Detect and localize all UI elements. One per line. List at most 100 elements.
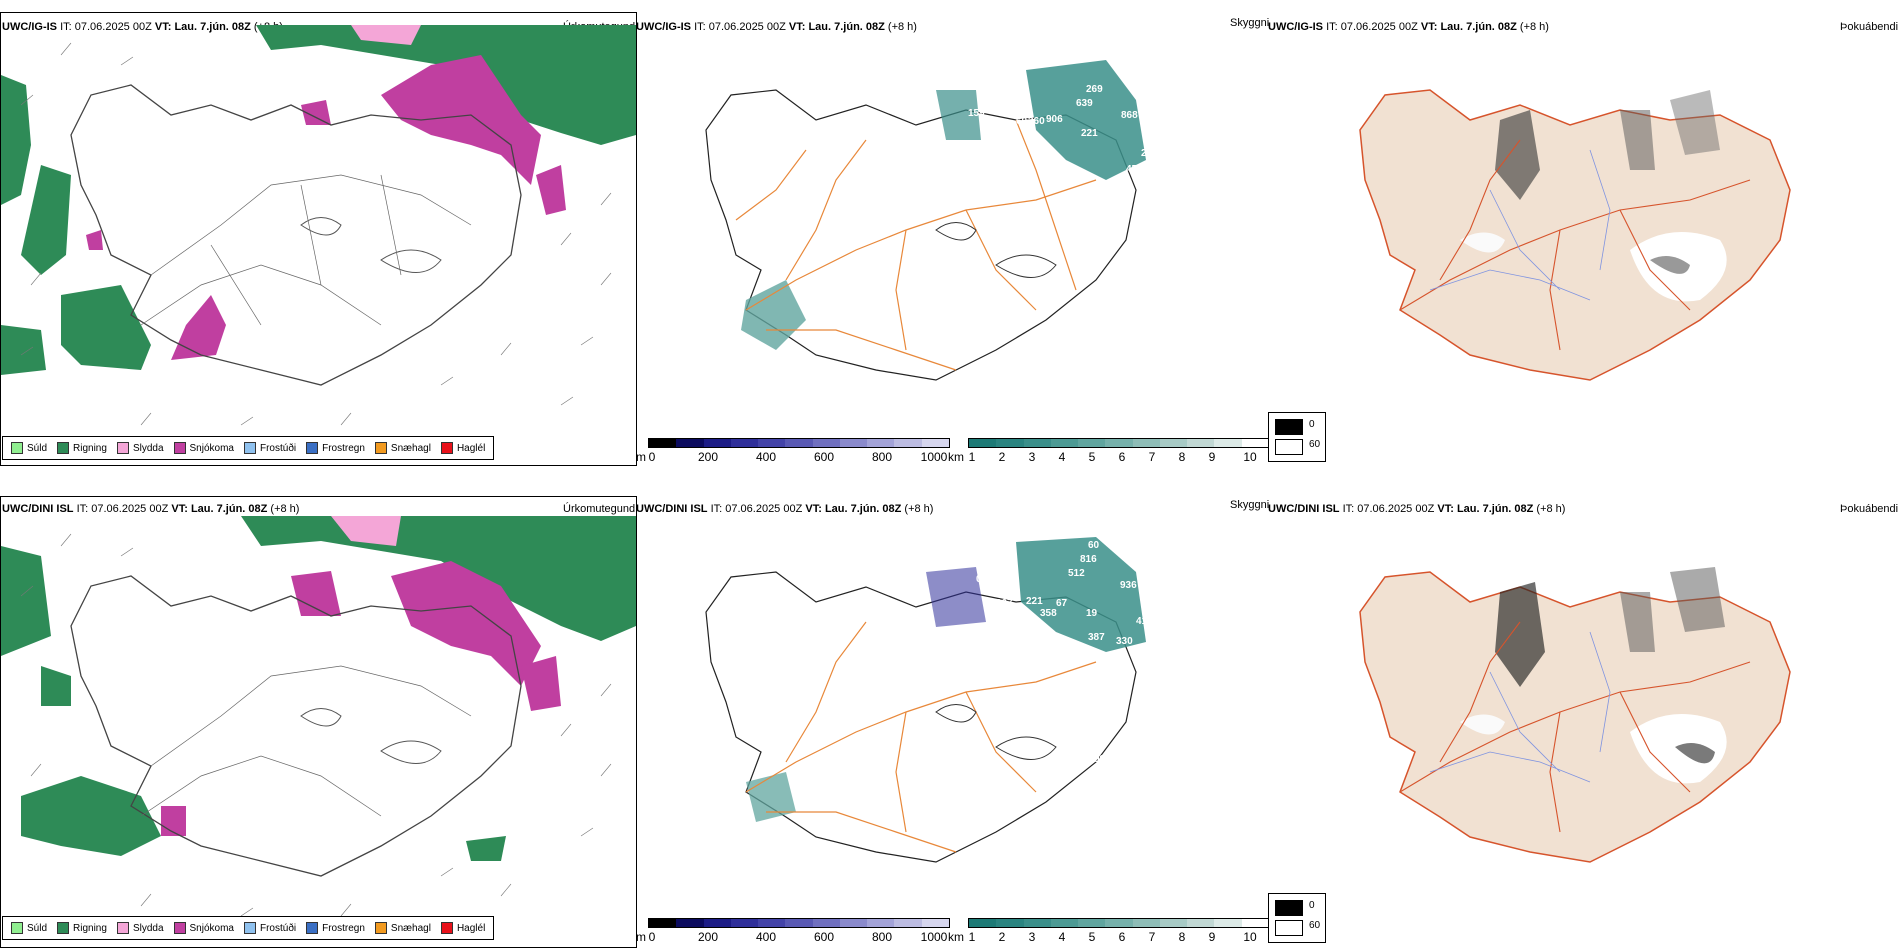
visibility-unit: km [948, 930, 964, 944]
cloud-number-label: 816 [1080, 554, 1097, 565]
cloud-number-label: 360 [1028, 116, 1045, 127]
legend-swatch [173, 922, 186, 934]
visibility-bar [968, 918, 1270, 928]
fog-legend-label: 0 [1309, 900, 1315, 911]
visibility-tick: 4 [1058, 930, 1066, 944]
precip-map-bottom [1, 516, 636, 917]
cloudbase-tick: 1000 [920, 450, 948, 464]
cloud-number-label: 868 [1121, 110, 1138, 121]
cloud-number-label: 906 [1046, 114, 1063, 125]
cloud-number-label: 936 [1120, 580, 1137, 591]
legend-item: Rigning [57, 442, 107, 454]
visibility-tick: 1 [968, 930, 976, 944]
cloud-number-label: 67 [1056, 598, 1068, 609]
visibility-panel-label-bottom: Skyggni [1230, 499, 1270, 511]
legend-item: Frostregn [306, 442, 365, 454]
legend-item: Snæhagl [374, 922, 431, 934]
legend-item: Súld [11, 922, 47, 934]
visibility-tick: 1 [968, 450, 976, 464]
fog-panel-label-bottom: Þokuábendi [1840, 503, 1899, 515]
cloud-numbers-top: 269 639 868 20 60 159 360 906 221 28 45 [968, 84, 1153, 175]
legend-item: Rigning [57, 922, 107, 934]
cloudbase-tick: 0 [648, 930, 656, 944]
legend-swatch [116, 442, 129, 454]
legend-item: Slydda [116, 922, 164, 934]
fog-map-bottom [1359, 567, 1791, 863]
legend-swatch [11, 922, 23, 934]
cloudbase-tick: 400 [755, 450, 777, 464]
cloud-number-label: 70 [1048, 688, 1060, 699]
legend-item: Frostúði [243, 922, 296, 934]
visibility-tick: 8 [1178, 930, 1186, 944]
cloud-number-label: 28 [1141, 148, 1153, 159]
cloudbase-tick: 200 [697, 930, 719, 944]
legend-item: Snjókoma [173, 922, 234, 934]
cloud-number-label: 159 [968, 108, 985, 119]
visibility-tick: 2 [998, 450, 1006, 464]
cloud-number-label: 60 [1088, 540, 1100, 551]
visibility-tick: 7 [1148, 450, 1156, 464]
visibility-tick: 2 [998, 930, 1006, 944]
legend-swatch [374, 442, 387, 454]
cloudbase-tick: 1000 [920, 930, 948, 944]
fog-legend-swatch [1275, 900, 1303, 916]
fog-map-top [1359, 89, 1791, 381]
cloud-number-label: 387 [1088, 632, 1105, 643]
visibility-tick: 7 [1148, 930, 1156, 944]
cloud-number-label: 269 [1086, 84, 1103, 95]
legend-swatch [306, 922, 319, 934]
visibility-tick: 5 [1088, 450, 1096, 464]
cloudbase-tick: 800 [871, 930, 893, 944]
fog-legend-swatch [1275, 439, 1303, 455]
legend-item: Snjókoma [173, 442, 234, 454]
visibility-tick: 9 [1208, 450, 1216, 464]
cloudbase-tick: 200 [697, 450, 719, 464]
visibility-panel-label-top: Skyggni [1230, 17, 1270, 29]
cloud-number-label: 20 [1018, 100, 1030, 111]
cloud-number-label: 19 [1086, 608, 1098, 619]
visibility-tick: 10 [1243, 930, 1257, 944]
cloud-number-label: 99 [1094, 754, 1106, 765]
cloud-number-label: 221 [1081, 128, 1098, 139]
cloudbase-tick: 400 [755, 930, 777, 944]
visibility-tick: 8 [1178, 450, 1186, 464]
fog-legend-label: 60 [1309, 439, 1321, 450]
legend-swatch [243, 442, 256, 454]
cloud-number-label: 45 [1126, 164, 1138, 175]
precip-panel-label-bottom: Úrkomutegund [563, 503, 636, 515]
cloudbase-tick: 800 [871, 450, 893, 464]
legend-swatch [173, 442, 186, 454]
cloudbase-bar [648, 918, 950, 928]
cloud-number-label: 60 [1016, 116, 1028, 127]
legend-swatch [57, 442, 70, 454]
cloudbase-unit: m [636, 930, 646, 944]
visibility-tick: 4 [1058, 450, 1066, 464]
cloud-number-label: 512 [1068, 568, 1085, 579]
visibility-tick: 3 [1028, 930, 1036, 944]
cloud-number-label: 03 [976, 574, 988, 585]
cloudbase-unit: m [636, 450, 646, 464]
cloud-number-label: 221 [1026, 596, 1043, 607]
precip-title-bottom: UWC/DINI ISL IT: 07.06.2025 00Z VT: Lau.… [2, 503, 300, 515]
fog-title-top: UWC/IG-IS IT: 07.06.2025 00Z VT: Lau. 7.… [1268, 21, 1549, 33]
legend-swatch [440, 922, 453, 934]
legend-swatch [243, 922, 256, 934]
cloud-number-label: 41 [1136, 616, 1148, 627]
cloudbase-tick: 600 [813, 930, 835, 944]
fog-title-bottom: UWC/DINI ISL IT: 07.06.2025 00Z VT: Lau.… [1268, 503, 1566, 515]
visibility-tick: 6 [1118, 930, 1126, 944]
visibility-tick: 6 [1118, 450, 1126, 464]
legend-item: Haglél [440, 922, 485, 934]
legend-item: Frostúði [243, 442, 296, 454]
cloudbase-tick: 0 [648, 450, 656, 464]
fog-legend-label: 0 [1309, 419, 1315, 430]
visibility-map-bottom: 60 816 512 936 03 107 221 358 67 19 41 3… [705, 537, 1148, 863]
legend-swatch [306, 442, 319, 454]
visibility-unit: km [948, 450, 964, 464]
visibility-tick: 10 [1243, 450, 1257, 464]
cloudbase-bar [648, 438, 950, 448]
legend-swatch [57, 922, 70, 934]
visibility-tick: 5 [1088, 930, 1096, 944]
precip-panel-top [0, 12, 637, 466]
legend-item: Slydda [116, 442, 164, 454]
